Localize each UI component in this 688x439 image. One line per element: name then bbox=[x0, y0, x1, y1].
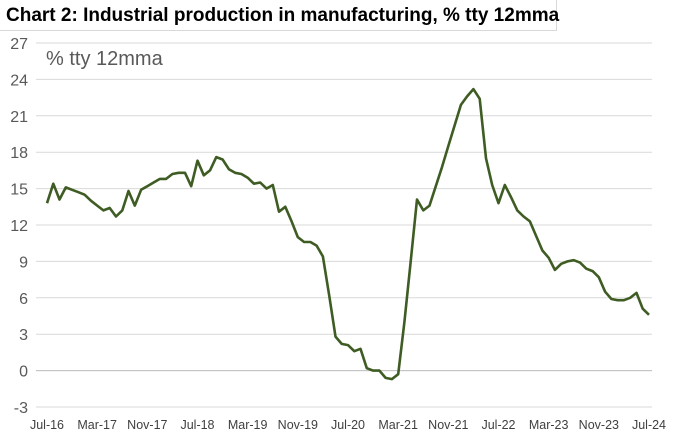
x-tick-label: Jul-20 bbox=[331, 418, 365, 432]
gridlines bbox=[36, 42, 652, 408]
y-tick-label: 15 bbox=[10, 182, 28, 199]
x-tick-label: Jul-22 bbox=[481, 418, 515, 432]
y-tick-label: 12 bbox=[10, 218, 28, 235]
y-tick-label: 3 bbox=[19, 327, 28, 344]
y-axis-tick-labels: -3 0 3 6 9 12 15 18 21 24 27 bbox=[10, 36, 28, 417]
x-tick-label: Mar-21 bbox=[378, 418, 418, 432]
x-axis-tick-labels: Jul-16 Mar-17 Nov-17 Jul-18 Mar-19 Nov-19 Jul-… bbox=[30, 418, 666, 432]
y-tick-label: -3 bbox=[14, 400, 28, 417]
x-tick-label: Jul-24 bbox=[632, 418, 666, 432]
title-box bbox=[0, 0, 557, 31]
x-tick-label: Mar-19 bbox=[228, 418, 268, 432]
x-tick-label: Mar-17 bbox=[77, 418, 117, 432]
y-tick-label: 0 bbox=[19, 364, 28, 381]
unit-annotation: % tty 12mma bbox=[46, 48, 163, 70]
x-tick-label: Jul-16 bbox=[30, 418, 64, 432]
series-lines bbox=[45, 87, 650, 381]
y-tick-label: 27 bbox=[10, 36, 28, 53]
x-tick-label: Nov-17 bbox=[127, 418, 167, 432]
x-tick-label: Nov-21 bbox=[428, 418, 468, 432]
y-tick-label: 24 bbox=[10, 72, 28, 89]
series-line bbox=[45, 87, 650, 381]
x-tick-label: Nov-19 bbox=[278, 418, 318, 432]
y-tick-label: 9 bbox=[19, 254, 28, 271]
y-tick-label: 6 bbox=[19, 291, 28, 308]
x-tick-label: Jul-18 bbox=[180, 418, 214, 432]
x-tick-label: Mar-23 bbox=[529, 418, 569, 432]
y-tick-label: 18 bbox=[10, 145, 28, 162]
y-tick-label: 21 bbox=[10, 109, 28, 126]
x-tick-label: Nov-23 bbox=[579, 418, 619, 432]
chart-title: Chart 2: Industrial production in manufa… bbox=[6, 5, 560, 26]
